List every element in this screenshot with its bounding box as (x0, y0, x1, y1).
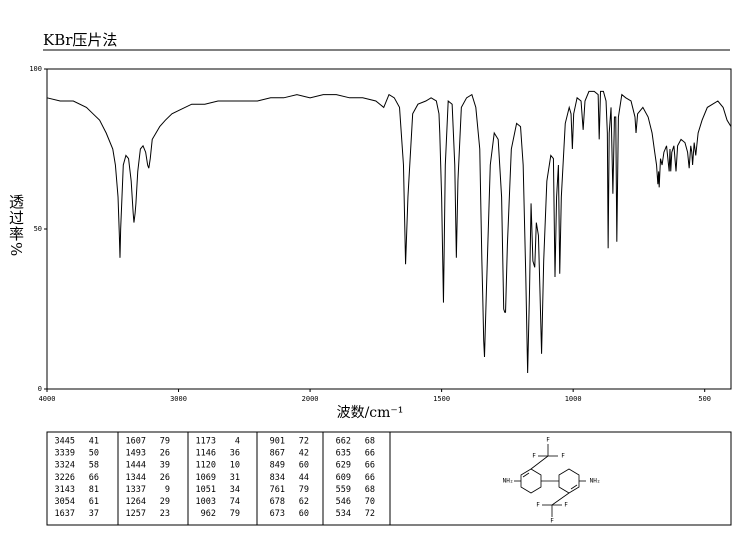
peak-wavenumber: 1146 (196, 449, 216, 459)
peak-wavenumber: 1120 (196, 461, 216, 471)
peak-transmittance: 72 (365, 509, 375, 519)
peak-wavenumber: 3143 (55, 485, 75, 495)
atom-label: F (550, 518, 554, 525)
peak-wavenumber: 1337 (126, 485, 146, 495)
peak-transmittance: 41 (89, 437, 99, 447)
peak-transmittance: 72 (299, 437, 309, 447)
peak-transmittance: 74 (230, 497, 240, 507)
peak-transmittance: 58 (89, 461, 99, 471)
peak-wavenumber: 867 (270, 449, 285, 459)
peak-transmittance: 29 (160, 497, 170, 507)
peak-wavenumber: 546 (336, 497, 351, 507)
peak-wavenumber: 678 (270, 497, 285, 507)
atom-label: NH₂ (590, 478, 601, 485)
peak-transmittance: 31 (230, 473, 240, 483)
peak-transmittance: 60 (299, 509, 309, 519)
peak-transmittance: 62 (299, 497, 309, 507)
x-tick-label: 2000 (302, 395, 319, 403)
peak-wavenumber: 849 (270, 461, 285, 471)
peak-wavenumber: 3226 (55, 473, 75, 483)
peak-wavenumber: 3445 (55, 437, 75, 447)
y-tick-label: 50 (34, 225, 42, 233)
peak-wavenumber: 1493 (126, 449, 146, 459)
peak-transmittance: 36 (230, 449, 240, 459)
plot-frame (46, 68, 732, 390)
peak-wavenumber: 1069 (196, 473, 216, 483)
peak-wavenumber: 534 (336, 509, 351, 519)
table-dividers (117, 432, 391, 525)
peak-transmittance: 37 (89, 509, 99, 519)
structure-bonds (514, 444, 586, 517)
peak-transmittance: 9 (165, 485, 170, 495)
y-tick-label: 100 (29, 65, 42, 73)
x-tick-label: 1000 (565, 395, 582, 403)
peak-transmittance: 79 (299, 485, 309, 495)
peak-wavenumber: 559 (336, 485, 351, 495)
atom-label: F (564, 502, 568, 509)
peak-wavenumber: 761 (270, 485, 285, 495)
peak-wavenumber: 673 (270, 509, 285, 519)
peak-transmittance: 79 (160, 437, 170, 447)
peak-transmittance: 68 (365, 437, 375, 447)
peak-transmittance: 26 (160, 473, 170, 483)
peak-wavenumber: 1607 (126, 437, 146, 447)
peak-wavenumber: 901 (270, 437, 285, 447)
y-tick-label: 0 (38, 385, 42, 393)
peak-transmittance: 34 (230, 485, 240, 495)
peak-transmittance: 26 (160, 449, 170, 459)
peak-transmittance: 4 (235, 437, 240, 447)
peak-transmittance: 66 (365, 461, 375, 471)
peak-wavenumber: 1344 (126, 473, 146, 483)
peak-wavenumber: 962 (201, 509, 216, 519)
peak-wavenumber: 3054 (55, 497, 75, 507)
atom-label: F (546, 437, 550, 444)
atom-label: F (536, 502, 540, 509)
peak-transmittance: 66 (365, 449, 375, 459)
peak-transmittance: 61 (89, 497, 99, 507)
peak-wavenumber: 1264 (126, 497, 146, 507)
x-tick-label: 1500 (433, 395, 450, 403)
peak-transmittance: 39 (160, 461, 170, 471)
peak-transmittance: 50 (89, 449, 99, 459)
peak-transmittance: 23 (160, 509, 170, 519)
peak-wavenumber: 1637 (55, 509, 75, 519)
peak-transmittance: 44 (299, 473, 309, 483)
peak-wavenumber: 635 (336, 449, 351, 459)
peak-wavenumber: 1257 (126, 509, 146, 519)
peak-transmittance: 60 (299, 461, 309, 471)
peak-transmittance: 42 (299, 449, 309, 459)
peak-transmittance: 10 (230, 461, 240, 471)
y-axis-label: 透过率% (7, 194, 25, 258)
peak-wavenumber: 1051 (196, 485, 216, 495)
spectrum-line (46, 90, 732, 374)
peak-transmittance: 70 (365, 497, 375, 507)
peak-wavenumber: 3324 (55, 461, 75, 471)
peak-wavenumber: 1003 (196, 497, 216, 507)
peak-wavenumber: 3339 (55, 449, 75, 459)
x-tick-label: 3000 (170, 395, 187, 403)
peak-transmittance: 79 (230, 509, 240, 519)
chart-title: KBr压片法 (43, 31, 117, 49)
x-axis-label: 波数/cm⁻¹ (337, 405, 404, 421)
peak-wavenumber: 1173 (196, 437, 216, 447)
table-frame (46, 431, 732, 526)
peak-wavenumber: 629 (336, 461, 351, 471)
x-tick-label: 500 (698, 395, 711, 403)
peak-wavenumber: 834 (270, 473, 285, 483)
peak-wavenumber: 662 (336, 437, 351, 447)
atom-label: F (561, 453, 565, 460)
atom-label: NH₂ (503, 478, 514, 485)
peak-transmittance: 66 (365, 473, 375, 483)
peak-transmittance: 81 (89, 485, 99, 495)
atom-label: F (532, 453, 536, 460)
peak-wavenumber: 609 (336, 473, 351, 483)
peak-transmittance: 66 (89, 473, 99, 483)
x-tick-label: 4000 (39, 395, 56, 403)
peak-wavenumber: 1444 (126, 461, 146, 471)
peak-transmittance: 68 (365, 485, 375, 495)
